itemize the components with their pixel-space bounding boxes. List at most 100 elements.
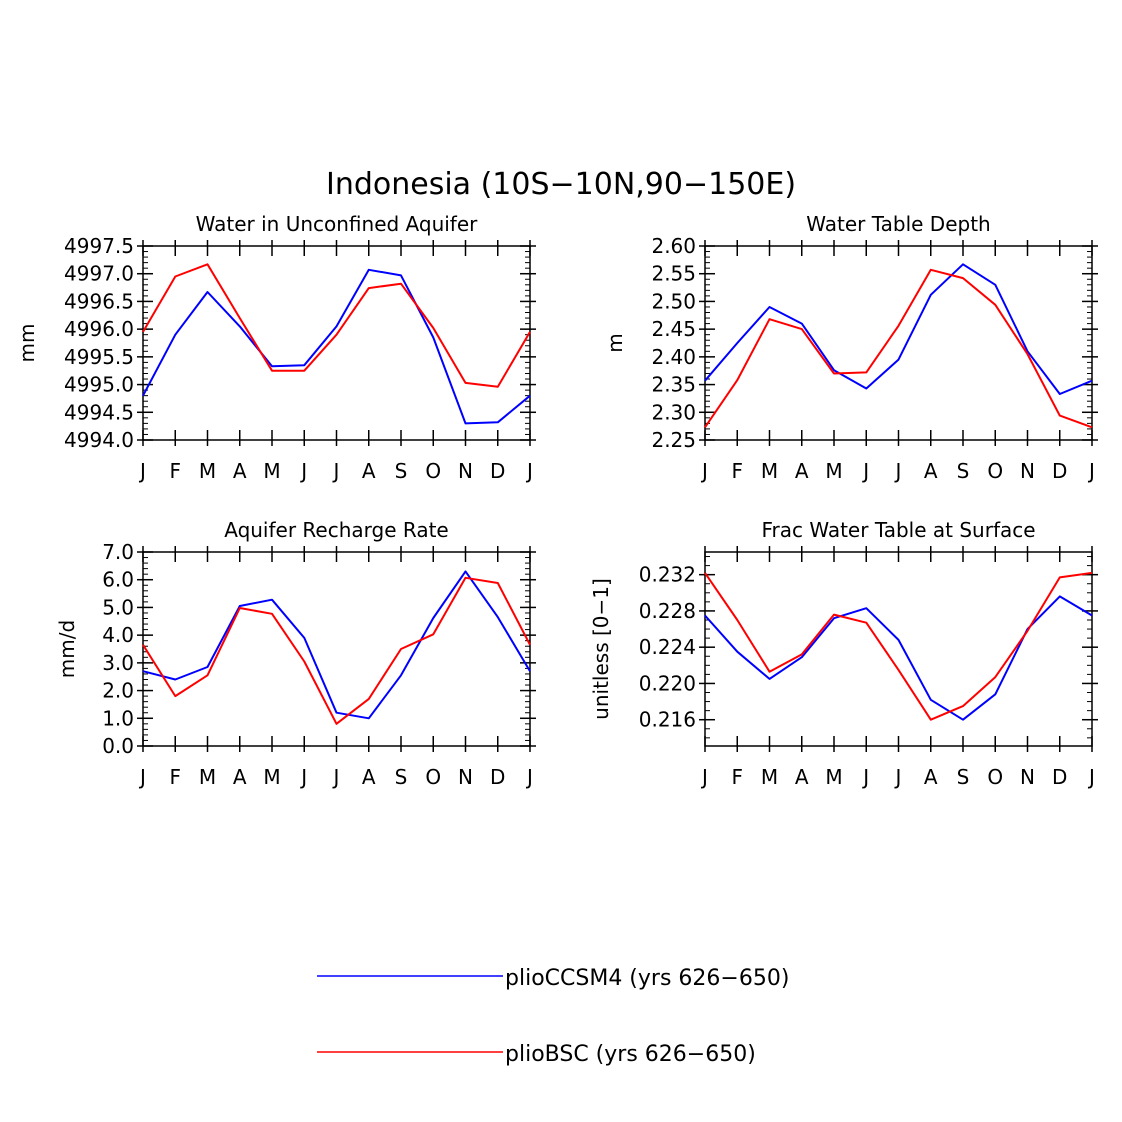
x-tick-label: M bbox=[825, 765, 842, 789]
y-tick-label: 4996.0 bbox=[64, 317, 134, 341]
panel-aquifer-recharge-rate: Aquifer Recharge Rate mm/d 0.0 1.0 2.0 3.0 4.0… bbox=[55, 518, 536, 789]
y-tick-label: 2.40 bbox=[651, 345, 696, 369]
x-tick-label: J bbox=[894, 765, 902, 789]
panel-title: Aquifer Recharge Rate bbox=[224, 518, 449, 542]
x-tick-label: J bbox=[1087, 459, 1095, 483]
y-tick-label: 0.224 bbox=[639, 635, 696, 659]
x-tick-label: J bbox=[861, 765, 869, 789]
y-tick-label: 0.232 bbox=[639, 563, 696, 587]
x-tick-label: A bbox=[362, 459, 376, 483]
panel-title: Water Table Depth bbox=[806, 212, 990, 236]
x-tick-label: J bbox=[861, 459, 869, 483]
x-tick-label: F bbox=[731, 459, 743, 483]
panel-water-in-unconfined-aquifer: Water in Unconfined Aquifer mm 4994.0 4994.… bbox=[15, 212, 536, 483]
x-tick-label: A bbox=[924, 459, 938, 483]
y-tick-label: 0.228 bbox=[639, 599, 696, 623]
series-line-pliocscsm4 bbox=[704, 595, 1093, 721]
y-axis-label: mm/d bbox=[55, 620, 79, 678]
panel-title: Frac Water Table at Surface bbox=[761, 518, 1035, 542]
y-tick-label: 2.55 bbox=[651, 262, 696, 286]
y-tick-label: 2.30 bbox=[651, 400, 696, 424]
y-tick-label: 0.216 bbox=[639, 708, 696, 732]
x-tick-label: S bbox=[957, 459, 970, 483]
x-tick-label: O bbox=[425, 765, 441, 789]
x-tick-label: F bbox=[169, 765, 181, 789]
x-tick-label: D bbox=[490, 459, 505, 483]
y-tick-label: 7.0 bbox=[102, 540, 134, 564]
y-tick-label: 4995.0 bbox=[64, 373, 134, 397]
x-tick-label: M bbox=[825, 459, 842, 483]
y-tick-label: 2.45 bbox=[651, 317, 696, 341]
x-tick-label: J bbox=[332, 459, 340, 483]
x-tick-label: J bbox=[700, 459, 708, 483]
x-tick-label: O bbox=[987, 459, 1003, 483]
y-tick-label: 0.0 bbox=[102, 734, 134, 758]
x-tick-label: J bbox=[332, 765, 340, 789]
x-tick-label: J bbox=[894, 459, 902, 483]
x-tick-label: J bbox=[1087, 765, 1095, 789]
x-tick-label: A bbox=[795, 459, 809, 483]
series-line-pliocscsm4 bbox=[704, 263, 1093, 395]
legend-label-pliocscsm4: plioCCSM4 (yrs 626−650) bbox=[505, 966, 789, 991]
x-tick-label: N bbox=[458, 459, 473, 483]
x-tick-label: M bbox=[761, 765, 778, 789]
y-tick-label: 6.0 bbox=[102, 568, 134, 592]
x-tick-label: J bbox=[700, 765, 708, 789]
x-tick-label: A bbox=[924, 765, 938, 789]
x-tick-label: A bbox=[233, 459, 247, 483]
x-tick-label: M bbox=[761, 459, 778, 483]
y-tick-label: 4995.5 bbox=[64, 345, 134, 369]
x-tick-label: J bbox=[299, 459, 307, 483]
x-tick-label: J bbox=[299, 765, 307, 789]
x-tick-label: J bbox=[138, 459, 146, 483]
x-tick-label: S bbox=[395, 459, 408, 483]
y-tick-label: 4994.5 bbox=[64, 400, 134, 424]
plot-frame bbox=[704, 245, 1093, 441]
series-line-pliocscsm4 bbox=[142, 268, 531, 425]
y-tick-label: 2.50 bbox=[651, 289, 696, 313]
x-tick-label: O bbox=[425, 459, 441, 483]
y-tick-label: 2.35 bbox=[651, 373, 696, 397]
y-tick-label: 2.60 bbox=[651, 234, 696, 258]
y-tick-label: 4996.5 bbox=[64, 289, 134, 313]
x-tick-label: A bbox=[795, 765, 809, 789]
x-tick-label: S bbox=[395, 765, 408, 789]
y-tick-label: 4994.0 bbox=[64, 428, 134, 452]
y-tick-label: 5.0 bbox=[102, 595, 134, 619]
series-line-pliobsc bbox=[142, 263, 531, 388]
y-tick-label: 0.220 bbox=[639, 671, 696, 695]
plot-frame bbox=[142, 245, 531, 441]
y-tick-label: 2.25 bbox=[651, 428, 696, 452]
x-tick-label: F bbox=[169, 459, 181, 483]
series-line-pliobsc bbox=[704, 571, 1093, 721]
x-tick-label: N bbox=[1020, 459, 1035, 483]
y-axis-label: unitless [0−1] bbox=[589, 578, 613, 720]
y-axis-label: m bbox=[603, 333, 627, 352]
x-tick-label: A bbox=[233, 765, 247, 789]
x-tick-label: F bbox=[731, 765, 743, 789]
x-tick-label: M bbox=[263, 765, 280, 789]
x-tick-label: M bbox=[263, 459, 280, 483]
y-tick-label: 1.0 bbox=[102, 706, 134, 730]
x-tick-label: M bbox=[199, 459, 216, 483]
x-tick-label: O bbox=[987, 765, 1003, 789]
panel-title: Water in Unconfined Aquifer bbox=[196, 212, 479, 236]
y-tick-label: 3.0 bbox=[102, 651, 134, 675]
x-tick-label: J bbox=[525, 765, 533, 789]
y-tick-label: 2.0 bbox=[102, 679, 134, 703]
x-tick-label: M bbox=[199, 765, 216, 789]
y-axis-label: mm bbox=[15, 324, 39, 363]
x-tick-label: N bbox=[1020, 765, 1035, 789]
y-tick-label: 4997.0 bbox=[64, 262, 134, 286]
x-tick-label: D bbox=[490, 765, 505, 789]
plot-frame bbox=[704, 551, 1093, 747]
y-tick-label: 4997.5 bbox=[64, 234, 134, 258]
legend: plioCCSM4 (yrs 626−650) plioBSC (yrs 626… bbox=[317, 966, 789, 1067]
x-tick-label: N bbox=[458, 765, 473, 789]
x-tick-label: J bbox=[525, 459, 533, 483]
x-tick-label: D bbox=[1052, 459, 1067, 483]
series-line-pliobsc bbox=[142, 576, 531, 725]
legend-label-pliobsc: plioBSC (yrs 626−650) bbox=[505, 1042, 756, 1067]
x-tick-label: S bbox=[957, 765, 970, 789]
